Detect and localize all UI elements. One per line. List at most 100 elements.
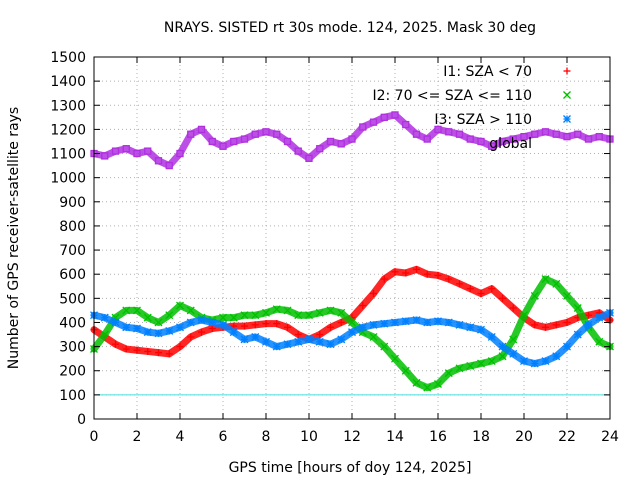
- series-4-point: [498, 137, 507, 146]
- series-3-point: [530, 359, 539, 368]
- series-3-point: [326, 340, 335, 349]
- series-4-point: [262, 128, 270, 136]
- x-tick-label: 16: [429, 429, 447, 445]
- series-1-point: [391, 268, 399, 276]
- series-4-point: [240, 135, 249, 143]
- series-2-point: [573, 304, 582, 312]
- series-3-point: [283, 340, 292, 349]
- series-3-point: [197, 316, 206, 325]
- series-4-point: [520, 132, 528, 141]
- x-tick-label: 18: [472, 429, 490, 445]
- series-1-point: [445, 275, 453, 283]
- x-tick-label: 0: [90, 429, 99, 445]
- legend-marker: [563, 91, 571, 99]
- series-2-point: [369, 332, 378, 341]
- series-2-point: [412, 378, 421, 387]
- series-3-point: [466, 323, 475, 332]
- series-1-point: [176, 343, 184, 351]
- series-1-point: [273, 320, 281, 328]
- series-3-point: [154, 329, 163, 338]
- series-1-point: [187, 333, 195, 341]
- series-2-point: [176, 301, 184, 310]
- series-2-point: [466, 361, 475, 370]
- series-4-point: [111, 147, 120, 155]
- series-3-point: [584, 320, 593, 329]
- y-tick-label: 400: [59, 315, 86, 331]
- series-2-point: [154, 318, 163, 327]
- series-4-point: [348, 135, 356, 143]
- series-1-point: [359, 302, 367, 310]
- series-1-point: [337, 318, 345, 326]
- series-3-point: [208, 318, 217, 327]
- series-1-point: [531, 321, 539, 329]
- series-4-point: [251, 130, 259, 138]
- series-2-point: [434, 380, 442, 388]
- series-2-point: [251, 311, 260, 320]
- series-4-point: [541, 128, 550, 136]
- series-4-point: [509, 135, 517, 143]
- series-4-point: [273, 130, 281, 138]
- series-4-point: [187, 130, 195, 138]
- series-1-point: [122, 345, 130, 353]
- series-1-point: [262, 320, 270, 328]
- series-2-point: [477, 359, 485, 368]
- y-tick-label: 200: [59, 364, 86, 380]
- legend-label: I1: SZA < 70: [443, 64, 532, 80]
- series-3-point: [176, 323, 184, 332]
- series-4-point: [477, 137, 485, 146]
- series-4-point: [574, 130, 582, 138]
- legend-label: I2: 70 <= SZA <= 110: [372, 88, 532, 104]
- series-4-point: [402, 120, 410, 129]
- y-tick-label: 700: [59, 243, 86, 259]
- series-4-point: [552, 130, 560, 138]
- x-tick-label: 12: [343, 429, 361, 445]
- series-3-point: [412, 316, 421, 325]
- series-2: [90, 275, 614, 392]
- series-3-point: [509, 349, 518, 358]
- series-4-point: [219, 142, 227, 150]
- series-2-point: [423, 383, 432, 392]
- series-2-point: [444, 369, 453, 378]
- legend-item: I1: SZA < 70: [443, 64, 571, 80]
- series-3-point: [444, 318, 453, 327]
- y-tick-label: 600: [59, 267, 86, 283]
- series-2-point: [563, 291, 571, 300]
- series-3-point: [251, 332, 260, 341]
- series-3-point: [423, 318, 432, 327]
- series-3-point: [380, 319, 389, 328]
- series-4: [90, 111, 614, 170]
- series-3-point: [305, 335, 313, 344]
- series-1-point: [402, 269, 410, 277]
- x-tick-label: 2: [133, 429, 142, 445]
- series-layer: [90, 111, 614, 392]
- series-2-point: [455, 364, 464, 373]
- series-4-point: [208, 137, 216, 146]
- series-4-point: [101, 152, 109, 160]
- y-tick-label: 900: [59, 195, 86, 211]
- x-tick-label: 10: [300, 429, 318, 445]
- series-4-point: [176, 149, 184, 158]
- series-3-point: [595, 313, 604, 322]
- legend-label: global: [489, 136, 532, 152]
- y-tick-label: 1200: [50, 122, 86, 138]
- y-tick-label: 1100: [50, 147, 86, 163]
- series-1-point: [165, 350, 173, 358]
- series-3-point: [122, 323, 131, 332]
- series-3-point: [391, 318, 399, 327]
- legend-item: global: [489, 136, 532, 152]
- series-3-point: [143, 328, 152, 337]
- series-1-point: [294, 331, 302, 339]
- series-4-point: [337, 140, 345, 148]
- series-2-point: [294, 311, 303, 320]
- series-1-point: [198, 328, 205, 336]
- series-4-point: [359, 123, 367, 131]
- series-1-point: [380, 275, 388, 283]
- x-tick-label: 14: [386, 429, 404, 445]
- series-4-point: [488, 142, 496, 150]
- series-2-point: [219, 313, 227, 322]
- series-3-point: [520, 357, 528, 366]
- series-3-point: [369, 320, 378, 329]
- y-tick-label: 1000: [50, 171, 86, 187]
- x-axis-label: GPS time [hours of doy 124, 2025]: [229, 460, 472, 476]
